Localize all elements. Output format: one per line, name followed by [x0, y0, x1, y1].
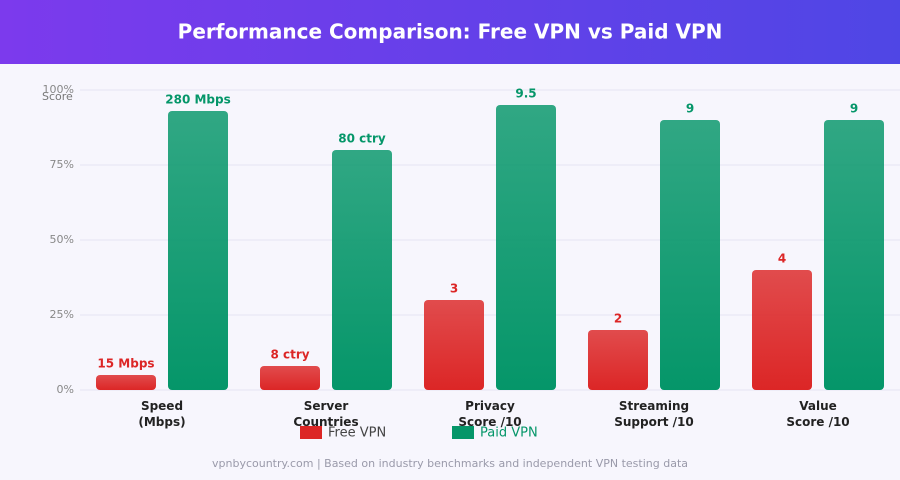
- x-tick-label: Value Score /10: [786, 399, 849, 429]
- y-tick-label: 75%: [50, 158, 74, 171]
- value-label: 15 Mbps: [97, 357, 154, 371]
- value-label: 9.5: [515, 87, 536, 101]
- legend-swatch: [300, 426, 322, 439]
- bar: [424, 300, 484, 390]
- bar: [496, 105, 556, 390]
- legend-label: Free VPN: [328, 426, 386, 441]
- bar: [588, 330, 648, 390]
- legend-label: Paid VPN: [480, 426, 538, 441]
- y-tick-label: 25%: [50, 308, 74, 321]
- value-label: 9: [686, 102, 694, 116]
- x-tick-line: Support /10: [614, 415, 694, 429]
- y-tick-label: 100%: [43, 83, 74, 96]
- bar: [752, 270, 812, 390]
- y-tick-label: 0%: [57, 383, 74, 396]
- bar: [260, 366, 320, 390]
- value-label: 2: [614, 312, 622, 326]
- y-axis-label: Score: [42, 90, 73, 103]
- y-tick-label: 50%: [50, 233, 74, 246]
- x-tick-line: Speed: [141, 399, 183, 413]
- x-tick-label: Speed (Mbps): [138, 399, 185, 429]
- x-tick-line: Countries: [293, 415, 358, 429]
- bar: [96, 375, 156, 390]
- header: [0, 0, 900, 64]
- value-label: 9: [850, 102, 858, 116]
- x-tick-line: Privacy: [465, 399, 515, 413]
- x-tick-line: Streaming: [619, 399, 689, 413]
- value-label: 8 ctry: [270, 348, 309, 362]
- chart-title: Performance Comparison: Free VPN vs Paid…: [178, 20, 723, 44]
- bar: [660, 120, 720, 390]
- footer: vpnbycountry.com | Based on industry ben…: [212, 457, 688, 470]
- legend-swatch: [452, 426, 474, 439]
- x-tick-line: Server: [304, 399, 349, 413]
- x-tick-line: Value: [799, 399, 837, 413]
- value-label: 3: [450, 282, 458, 296]
- bar: [168, 111, 228, 390]
- x-tick-label: Streaming Support /10: [614, 399, 694, 429]
- x-tick-line: Score /10: [786, 415, 849, 429]
- bar: [332, 150, 392, 390]
- bar: [824, 120, 884, 390]
- x-tick-line: (Mbps): [138, 415, 185, 429]
- x-tick-line: Score /10: [458, 415, 521, 429]
- x-tick-label: Server Countries: [293, 399, 358, 429]
- value-label: 4: [778, 252, 786, 266]
- value-label: 80 ctry: [338, 132, 386, 146]
- value-label: 280 Mbps: [165, 93, 231, 107]
- x-tick-label: Privacy Score /10: [458, 399, 521, 429]
